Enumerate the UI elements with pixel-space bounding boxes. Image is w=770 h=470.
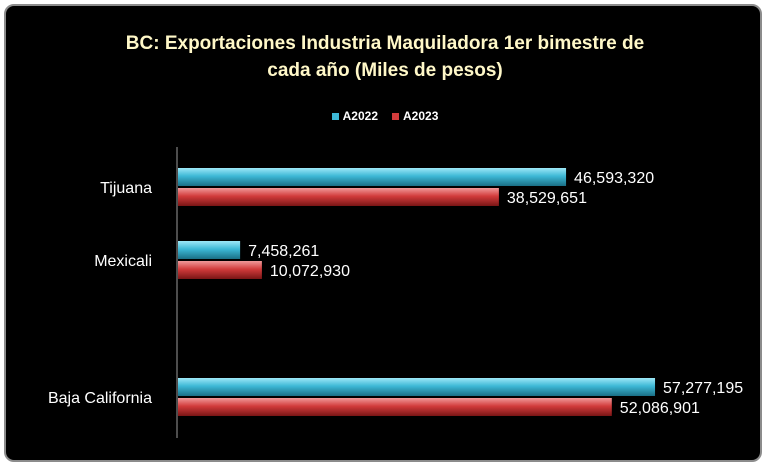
chart-frame: BC: Exportaciones Industria Maquiladora … xyxy=(4,4,762,462)
legend: A2022 A2023 xyxy=(6,109,760,123)
legend-label-a2023: A2023 xyxy=(403,109,439,123)
chart-title-line-1: BC: Exportaciones Industria Maquiladora … xyxy=(125,33,645,54)
bar-a2022 xyxy=(178,168,567,186)
legend-item-a2022: A2022 xyxy=(331,109,378,123)
category-label: Tijuana xyxy=(100,180,152,197)
legend-swatch-a2022 xyxy=(331,112,339,120)
data-label: 52,086,901 xyxy=(620,400,700,417)
data-label: 46,593,320 xyxy=(574,170,654,187)
data-label: 10,072,930 xyxy=(270,263,350,280)
legend-item-a2023: A2023 xyxy=(392,109,438,123)
category-label: Baja California xyxy=(48,390,152,407)
legend-swatch-a2023 xyxy=(392,112,399,120)
plot-area: Tijuana 46,593,320 38,529,651 Mexicali 7,458… xyxy=(48,147,743,438)
chart-title-line-2: cada año (Miles de pesos) xyxy=(267,60,503,81)
chart-title: BC: Exportaciones Industria Maquiladora … xyxy=(6,30,760,84)
bar-a2022 xyxy=(178,241,241,259)
data-label: 38,529,651 xyxy=(507,190,587,207)
bar-a2023 xyxy=(178,398,612,416)
bar-a2023 xyxy=(178,261,262,279)
bar-a2023 xyxy=(178,188,499,206)
bar-a2022 xyxy=(178,378,656,396)
legend-label-a2022: A2022 xyxy=(342,109,378,123)
data-label: 57,277,195 xyxy=(663,380,743,397)
category-label: Mexicali xyxy=(94,253,152,270)
data-label: 7,458,261 xyxy=(248,243,319,260)
